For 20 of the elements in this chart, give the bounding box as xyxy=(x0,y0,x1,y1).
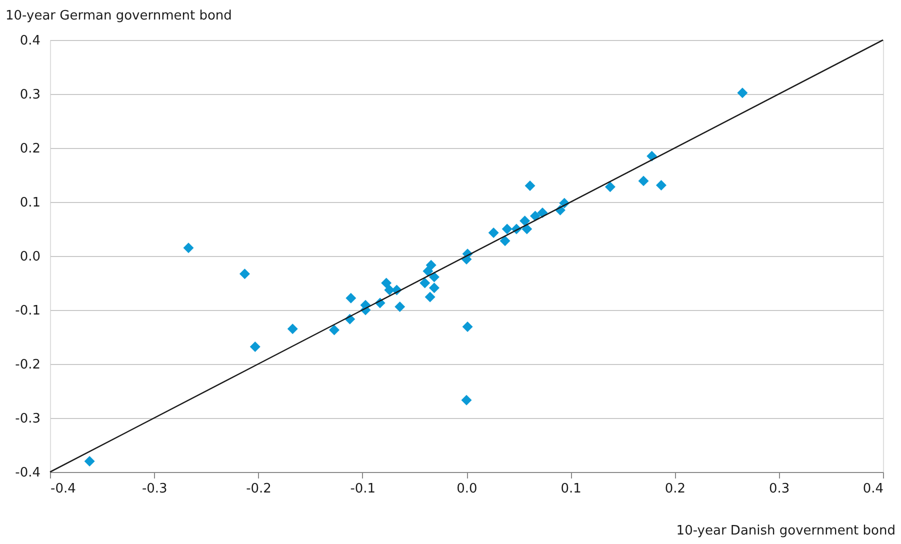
x-tick-label: 0.0 xyxy=(456,482,478,496)
x-tick-label: -0.2 xyxy=(246,482,272,496)
x-tick-label: -0.1 xyxy=(350,482,376,496)
x-tick-label: -0.3 xyxy=(142,482,168,496)
y-tick-label: -0.2 xyxy=(15,358,40,372)
x-tick-label: 0.2 xyxy=(664,482,686,496)
y-axis-title: 10-year German government bond xyxy=(6,8,232,24)
x-tick-label: 0.3 xyxy=(769,482,790,496)
x-tick-label: -0.4 xyxy=(50,482,76,496)
y-tick-label: 0.3 xyxy=(20,88,40,102)
x-tick-label: 0.4 xyxy=(862,482,884,496)
y-tick-label: 0.0 xyxy=(20,250,40,264)
y-tick-label: 0.1 xyxy=(20,196,40,210)
y-tick-label: 0.4 xyxy=(20,34,40,48)
x-axis-title: 10-year Danish government bond xyxy=(676,524,896,538)
x-tick-label: 0.1 xyxy=(560,482,582,496)
y-tick-label: -0.3 xyxy=(15,412,40,426)
y-tick-label: -0.4 xyxy=(15,466,40,480)
y-tick-label: 0.2 xyxy=(20,142,40,156)
y-tick-label: -0.1 xyxy=(15,304,40,318)
